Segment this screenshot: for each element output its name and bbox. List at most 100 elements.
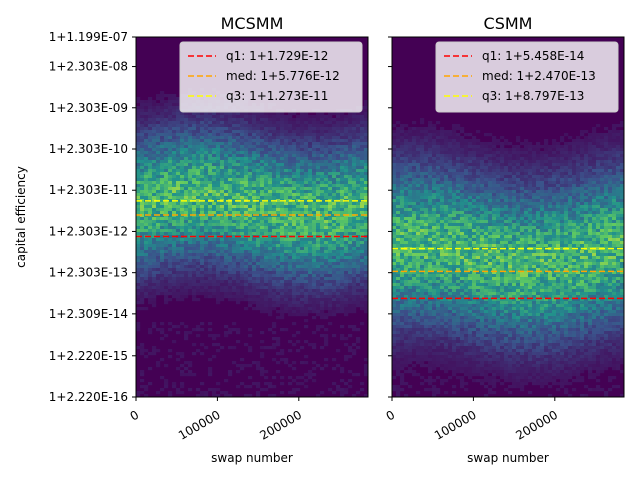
heatmap-cell — [416, 298, 421, 302]
heatmap-cell — [296, 388, 301, 392]
heatmap-cell — [408, 310, 413, 314]
heatmap-cell — [320, 142, 325, 146]
heatmap-cell — [392, 298, 397, 302]
heatmap-cell — [352, 124, 357, 128]
heatmap-cell — [140, 127, 145, 131]
heatmap-cell — [392, 202, 397, 206]
heatmap-cell — [316, 172, 321, 176]
heatmap-cell — [404, 349, 409, 353]
heatmap-cell — [264, 151, 269, 155]
heatmap-cell — [180, 295, 185, 299]
heatmap-cell — [236, 244, 241, 248]
heatmap-cell — [408, 331, 413, 335]
heatmap-cell — [332, 289, 337, 293]
heatmap-cell — [236, 196, 241, 200]
heatmap-cell — [188, 289, 193, 293]
heatmap-cell — [280, 316, 285, 320]
heatmap-cell — [316, 301, 321, 305]
heatmap-cell — [404, 355, 409, 359]
heatmap-cell — [136, 100, 141, 104]
heatmap-cell — [300, 166, 305, 170]
heatmap-cell — [196, 172, 201, 176]
heatmap-cell — [160, 217, 165, 221]
heatmap-cell — [356, 136, 361, 140]
heatmap-cell — [212, 166, 217, 170]
heatmap-cell — [248, 385, 253, 389]
heatmap-cell — [160, 235, 165, 239]
heatmap-cell — [156, 277, 161, 281]
heatmap-cell — [244, 274, 249, 278]
heatmap-cell — [212, 337, 217, 341]
heatmap-cell — [412, 232, 417, 236]
heatmap-cell — [320, 250, 325, 254]
heatmap-cell — [148, 277, 153, 281]
heatmap-cell — [300, 187, 305, 191]
heatmap-cell — [180, 223, 185, 227]
heatmap-cell — [244, 118, 249, 122]
heatmap-cell — [212, 277, 217, 281]
heatmap-cell — [344, 166, 349, 170]
heatmap-cell — [208, 244, 213, 248]
heatmap-cell — [356, 181, 361, 185]
heatmap-cell — [236, 292, 241, 296]
heatmap-cell — [184, 196, 189, 200]
heatmap-cell — [320, 154, 325, 158]
heatmap-cell — [408, 208, 413, 212]
heatmap-cell — [180, 130, 185, 134]
heatmap-cell — [260, 172, 265, 176]
heatmap-cell — [320, 391, 325, 395]
heatmap-cell — [324, 280, 329, 284]
heatmap-cell — [292, 118, 297, 122]
heatmap-cell — [328, 283, 333, 287]
heatmap-cell — [244, 265, 249, 269]
heatmap-cell — [308, 118, 313, 122]
heatmap-cell — [140, 163, 145, 167]
heatmap-cell — [264, 175, 269, 179]
heatmap-cell — [320, 298, 325, 302]
heatmap-cell — [212, 193, 217, 197]
heatmap-cell — [176, 178, 181, 182]
heatmap-cell — [164, 229, 169, 233]
heatmap-cell — [284, 202, 289, 206]
heatmap-cell — [416, 277, 421, 281]
heatmap-cell — [208, 145, 213, 149]
heatmap-cell — [392, 289, 397, 293]
heatmap-cell — [176, 148, 181, 152]
heatmap-cell — [344, 283, 349, 287]
heatmap-cell — [284, 220, 289, 224]
heatmap-cell — [224, 112, 229, 116]
heatmap-cell — [404, 301, 409, 305]
heatmap-cell — [252, 118, 257, 122]
heatmap-cell — [352, 241, 357, 245]
heatmap-cell — [332, 229, 337, 233]
heatmap-cell — [408, 199, 413, 203]
heatmap-cell — [280, 265, 285, 269]
heatmap-cell — [308, 220, 313, 224]
heatmap-cell — [244, 280, 249, 284]
heatmap-cell — [320, 310, 325, 314]
heatmap-cell — [252, 181, 257, 185]
heatmap-cell — [208, 190, 213, 194]
heatmap-cell — [412, 184, 417, 188]
heatmap-cell — [332, 127, 337, 131]
heatmap-cell — [212, 271, 217, 275]
heatmap-cell — [184, 124, 189, 128]
heatmap-cell — [292, 289, 297, 293]
heatmap-cell — [268, 127, 273, 131]
heatmap-cell — [272, 241, 277, 245]
heatmap-cell — [324, 337, 329, 341]
heatmap-cell — [172, 112, 177, 116]
heatmap-cell — [308, 223, 313, 227]
heatmap-cell — [144, 385, 149, 389]
heatmap-cell — [304, 214, 309, 218]
heatmap-cell — [228, 133, 233, 137]
heatmap-cell — [204, 280, 209, 284]
heatmap-cell — [232, 172, 237, 176]
heatmap-cell — [308, 271, 313, 275]
heatmap-cell — [248, 271, 253, 275]
heatmap-cell — [240, 382, 245, 386]
heatmap-cell — [180, 322, 185, 326]
heatmap-cell — [360, 229, 365, 233]
heatmap-cell — [392, 166, 397, 170]
heatmap-cell — [180, 151, 185, 155]
